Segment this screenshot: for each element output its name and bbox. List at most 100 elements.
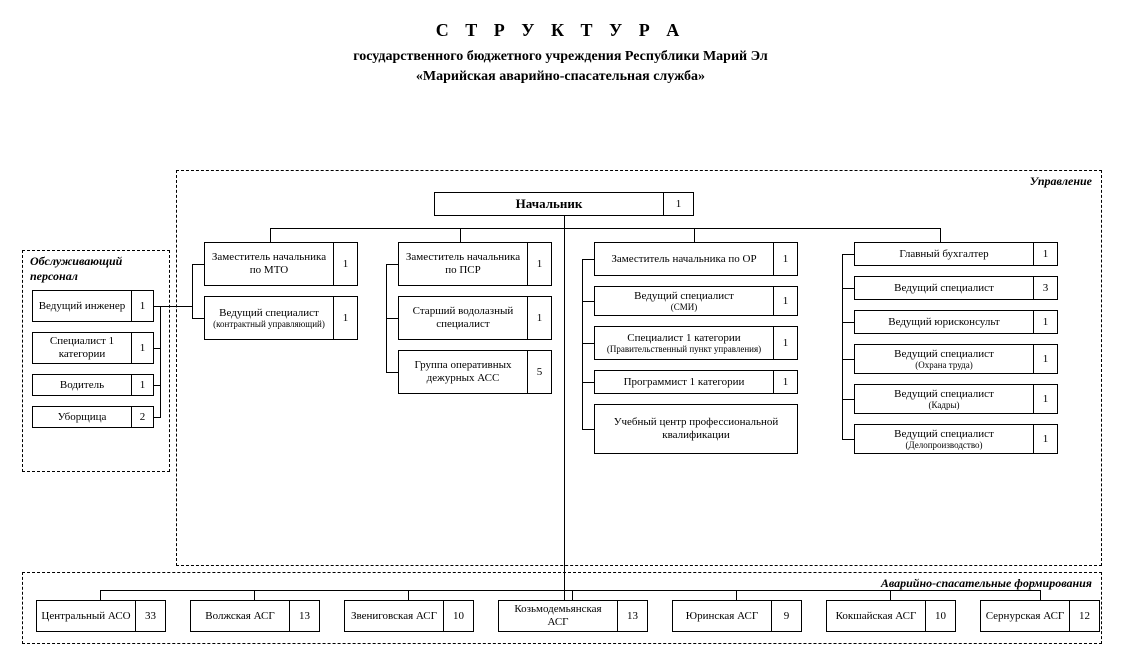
node-label: Звениговская АСГ [344, 600, 444, 632]
node-count: 33 [136, 600, 166, 632]
col3-node-4: Учебный центр профессиональной квалифика… [594, 404, 798, 454]
title-sub1: государственного бюджетного учреждения Р… [0, 47, 1121, 67]
node-label: Специалист 1 категории(Правительственный… [594, 326, 774, 360]
node-label: Старший водолазный специалист [398, 296, 528, 340]
col4-node-3: Ведущий специалист(Охрана труда)1 [854, 344, 1058, 374]
node-count: 1 [1034, 310, 1058, 334]
col4-node-0: Главный бухгалтер1 [854, 242, 1058, 266]
connector-11 [386, 318, 398, 319]
connector-4 [694, 228, 695, 242]
node-count: 13 [290, 600, 320, 632]
node-count: 12 [1070, 600, 1100, 632]
node-count: 1 [774, 286, 798, 316]
node-count: 1 [132, 290, 154, 322]
connector-1 [270, 228, 940, 229]
node-label: Учебный центр профессиональной квалифика… [594, 404, 798, 454]
col3-node-2: Специалист 1 категории(Правительственный… [594, 326, 798, 360]
formation-node-3: Козьмодемьянская АСГ13 [498, 600, 648, 632]
node-count: 1 [1034, 424, 1058, 454]
connector-0 [564, 216, 565, 600]
connector-39 [1040, 590, 1041, 600]
formation-node-2: Звениговская АСГ10 [344, 600, 474, 632]
node-count: 1 [132, 374, 154, 396]
connector-8 [192, 318, 204, 319]
connector-34 [254, 590, 255, 600]
node-label: Ведущий специалист [854, 276, 1034, 300]
service-node-1: Специалист 1 категории1 [32, 332, 154, 364]
connector-25 [842, 439, 854, 440]
connector-18 [582, 429, 594, 430]
formation-node-0: Центральный АСО33 [36, 600, 166, 632]
node-count: 1 [528, 296, 552, 340]
col2-node-1: Старший водолазный специалист1 [398, 296, 552, 340]
col2-node-0: Заместитель начальника по ПСР1 [398, 242, 552, 286]
node-label: Ведущий инженер [32, 290, 132, 322]
title-sub2: «Марийская аварийно-спасательная служба» [0, 67, 1121, 87]
connector-6 [192, 264, 204, 265]
col3-node-1: Ведущий специалист(СМИ)1 [594, 286, 798, 316]
node-count: 1 [664, 192, 694, 216]
connector-38 [890, 590, 891, 600]
col4-node-2: Ведущий юрисконсульт1 [854, 310, 1058, 334]
col3-node-0: Заместитель начальника по ОР1 [594, 242, 798, 276]
node-count: 1 [774, 370, 798, 394]
connector-13 [582, 259, 594, 260]
node-label: Козьмодемьянская АСГ [498, 600, 618, 632]
label-formations: Аварийно-спасательные формирования [881, 576, 1092, 591]
node-count: 5 [528, 350, 552, 394]
connector-29 [154, 348, 161, 349]
node-count: 13 [618, 600, 648, 632]
formation-node-4: Юринская АСГ9 [672, 600, 802, 632]
node-count: 1 [1034, 344, 1058, 374]
node-count: 1 [1034, 242, 1058, 266]
label-management: Управление [1030, 174, 1092, 189]
node-count: 9 [772, 600, 802, 632]
node-label: Начальник [434, 192, 664, 216]
node-label: Ведущий специалист(Кадры) [854, 384, 1034, 414]
node-label: Заместитель начальника по ПСР [398, 242, 528, 286]
connector-36 [572, 590, 573, 600]
node-count: 1 [1034, 384, 1058, 414]
connector-14 [582, 259, 583, 429]
connector-22 [842, 322, 854, 323]
node-label: Ведущий специалист(Делопроизводство) [854, 424, 1034, 454]
connector-19 [842, 254, 854, 255]
node-count: 1 [132, 332, 154, 364]
connector-16 [582, 343, 594, 344]
connector-28 [154, 306, 161, 307]
node-count: 2 [132, 406, 154, 428]
node-label: Заместитель начальника по ОР [594, 242, 774, 276]
node-label: Ведущий специалист(контрактный управляющ… [204, 296, 334, 340]
connector-30 [154, 385, 161, 386]
node-label: Специалист 1 категории [32, 332, 132, 364]
node-label: Кокшайская АСГ [826, 600, 926, 632]
node-count: 10 [926, 600, 956, 632]
node-label: Сернурская АСГ [980, 600, 1070, 632]
node-label: Волжская АСГ [190, 600, 290, 632]
connector-9 [386, 264, 398, 265]
connector-24 [842, 399, 854, 400]
connector-35 [408, 590, 409, 600]
col1-node-0: Заместитель начальника по МТО1 [204, 242, 358, 286]
connector-7 [192, 264, 193, 318]
node-label: Программист 1 категории [594, 370, 774, 394]
connector-21 [842, 288, 854, 289]
connector-37 [736, 590, 737, 600]
node-count: 1 [774, 326, 798, 360]
col4-node-5: Ведущий специалист(Делопроизводство)1 [854, 424, 1058, 454]
service-node-0: Ведущий инженер1 [32, 290, 154, 322]
connector-15 [582, 301, 594, 302]
node-label: Ведущий специалист(СМИ) [594, 286, 774, 316]
col4-node-1: Ведущий специалист3 [854, 276, 1058, 300]
col1-node-1: Ведущий специалист(контрактный управляющ… [204, 296, 358, 340]
connector-32 [100, 590, 1040, 591]
connector-20 [842, 254, 843, 439]
formation-node-5: Кокшайская АСГ10 [826, 600, 956, 632]
node-label: Юринская АСГ [672, 600, 772, 632]
col3-node-3: Программист 1 категории1 [594, 370, 798, 394]
node-label: Центральный АСО [36, 600, 136, 632]
node-count: 10 [444, 600, 474, 632]
connector-26 [160, 306, 192, 307]
service-node-2: Водитель1 [32, 374, 154, 396]
connector-3 [460, 228, 461, 242]
